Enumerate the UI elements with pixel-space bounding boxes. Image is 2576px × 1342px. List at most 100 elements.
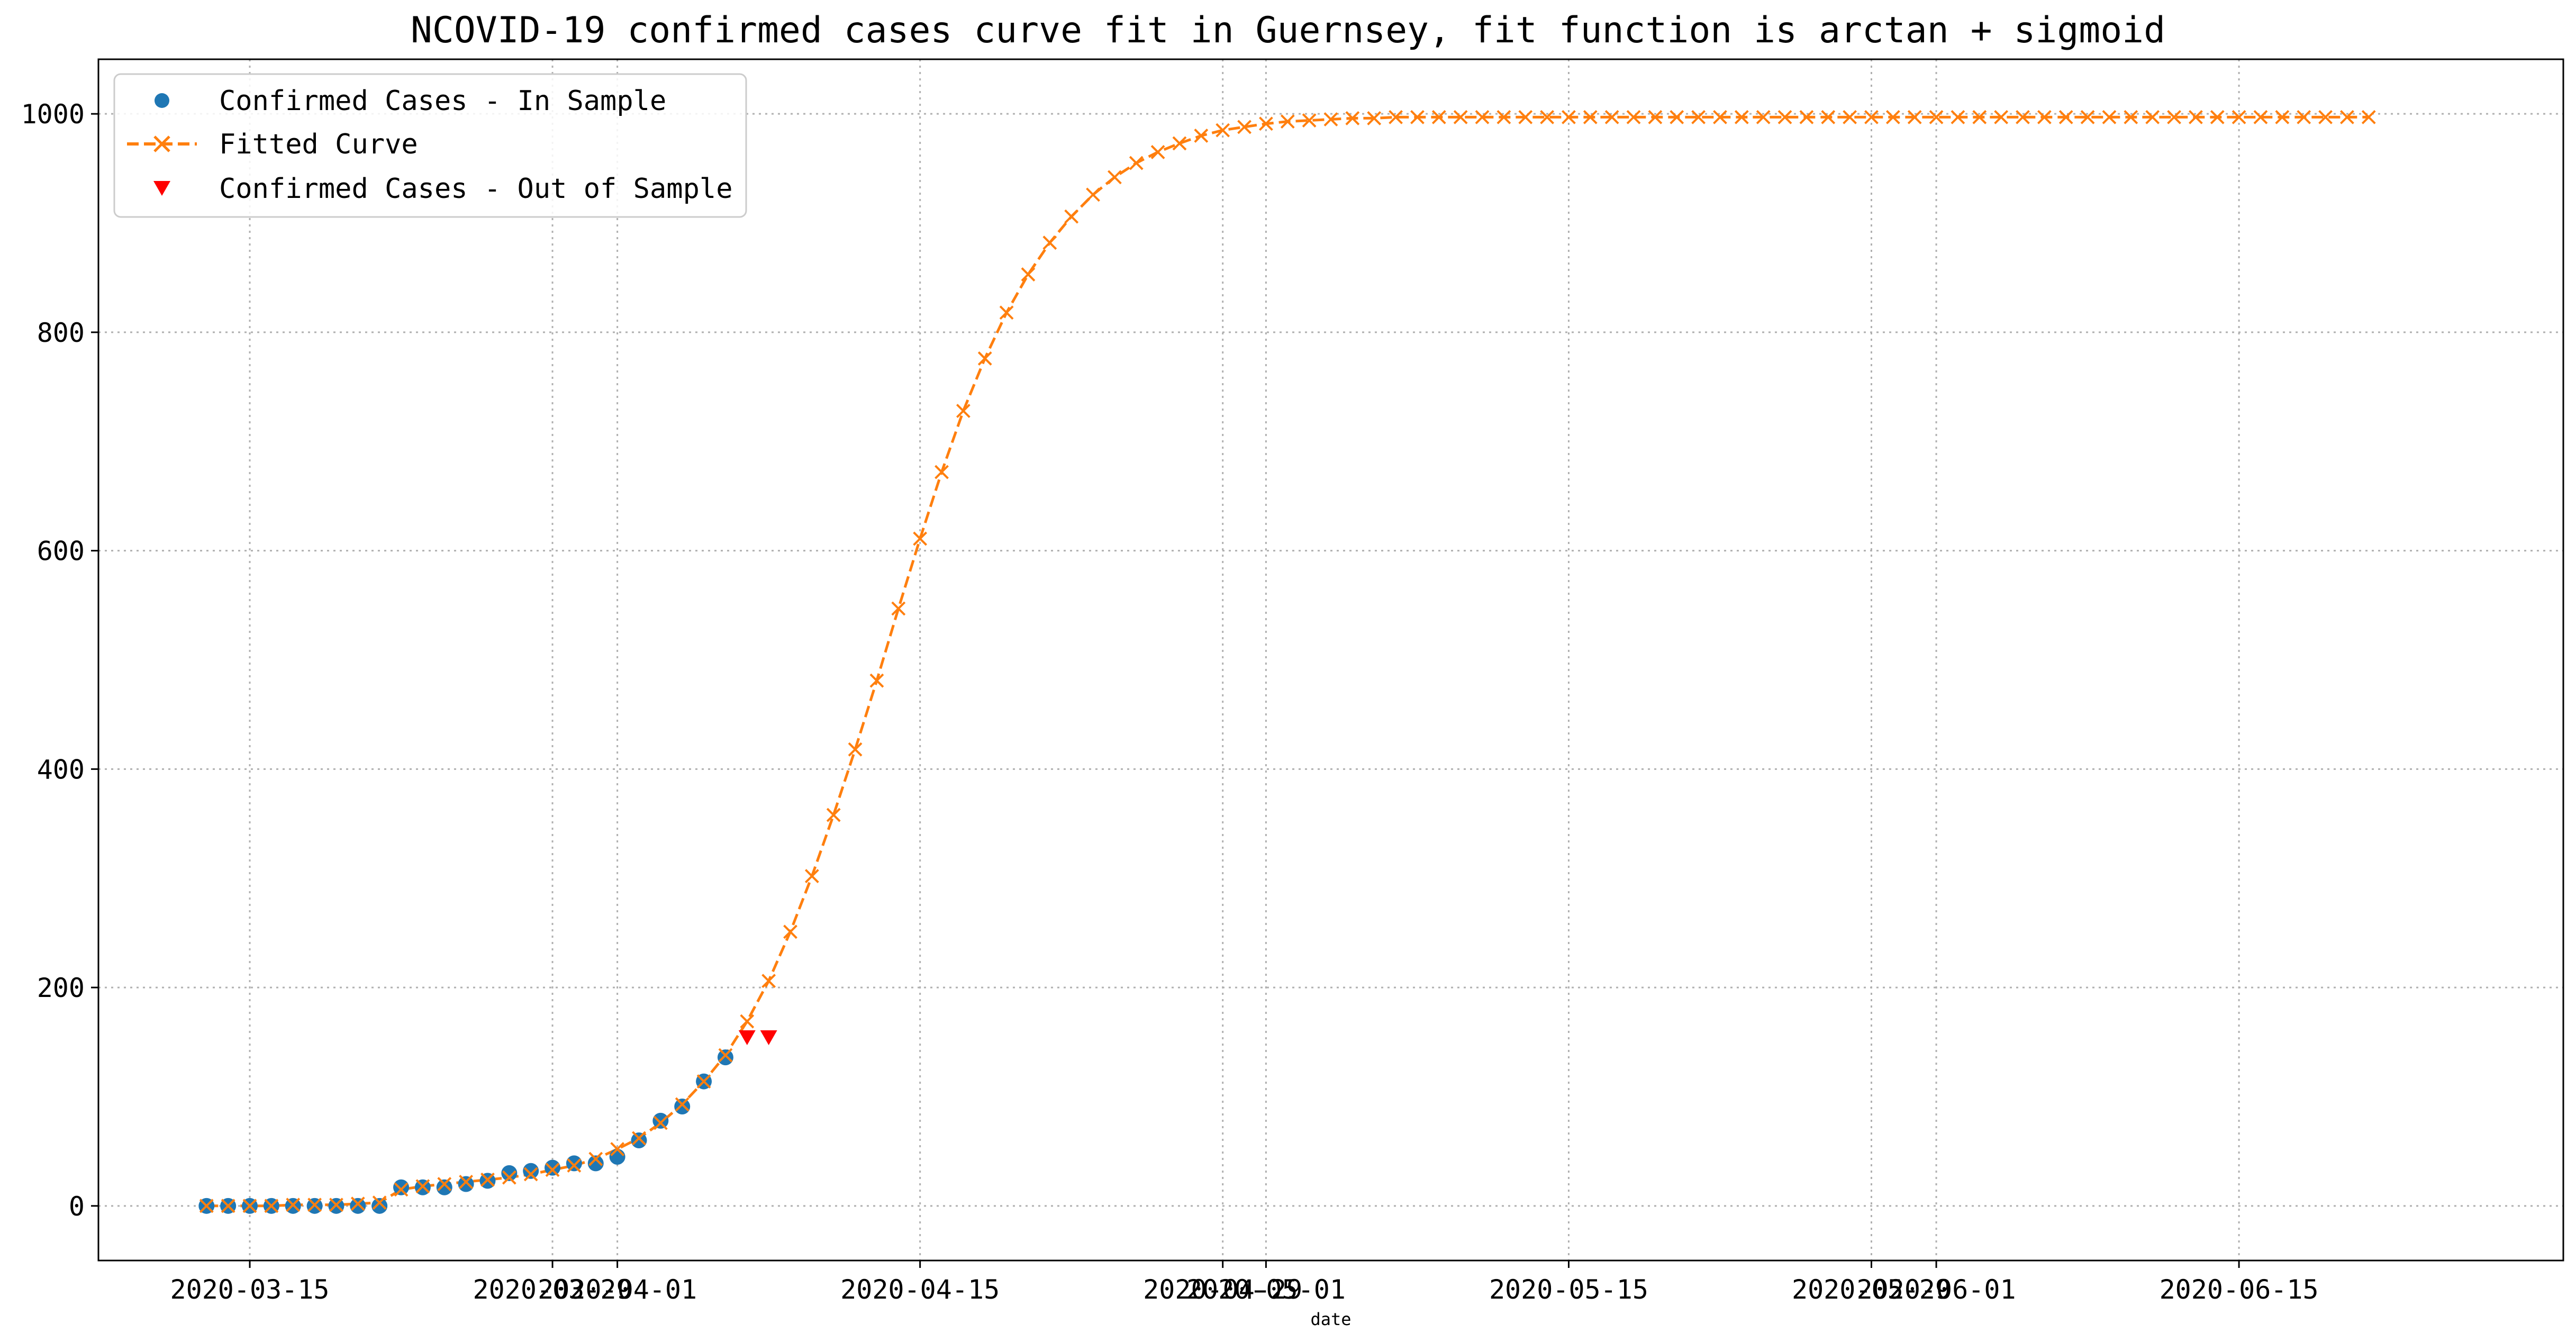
out-of-sample-point: [738, 1030, 756, 1046]
fitted-point: [696, 1074, 711, 1089]
x-tick-label: 2020-05-15: [1489, 1274, 1648, 1305]
fitted-point: [242, 1199, 257, 1213]
fitted-point: [1713, 110, 1727, 124]
fitted-point: [1843, 110, 1857, 124]
fitted-point: [761, 974, 776, 989]
fitted-point: [804, 869, 819, 884]
fitted-point: [221, 1199, 235, 1213]
y-tick-label: 800: [37, 318, 85, 348]
fitted-point: [1323, 112, 1338, 126]
fitted-point: [977, 351, 992, 366]
legend: Confirmed Cases - In Sample Fitted Curve…: [113, 73, 747, 218]
y-tick-label: 600: [37, 536, 85, 567]
fitted-point: [567, 1158, 582, 1173]
fitted-point: [1259, 116, 1273, 131]
fitted-point: [1194, 129, 1209, 143]
fitted-point: [264, 1199, 279, 1213]
y-tick-label: 0: [69, 1191, 85, 1222]
in-sample-point: [501, 1165, 518, 1181]
y-tick-label: 200: [37, 973, 85, 1003]
fitted-point: [1821, 110, 1836, 124]
fitted-point: [1302, 113, 1317, 128]
fitted-point: [1431, 110, 1446, 124]
x-tick-label: 2020-03-15: [170, 1274, 330, 1305]
fitted-point: [502, 1170, 516, 1185]
fitted-point: [1475, 110, 1490, 124]
fitted-point: [1410, 110, 1425, 124]
fitted-point: [2361, 110, 2376, 124]
in-sample-point: [458, 1176, 474, 1192]
legend-fitted-marker: [153, 135, 170, 152]
fitted-point: [1691, 110, 1706, 124]
fitted-point: [675, 1097, 690, 1112]
x-tick-label: 2020-05-01: [1186, 1274, 1346, 1305]
fitted-point: [2253, 110, 2268, 124]
fitted-point: [2080, 110, 2095, 124]
fitted-point: [415, 1179, 430, 1194]
fitted-point: [2016, 110, 2030, 124]
fitted-point: [1216, 123, 1230, 138]
fitted-point: [1972, 110, 1987, 124]
fitted-point: [1734, 110, 1749, 124]
in-sample-point: [350, 1198, 366, 1214]
fitted-point: [394, 1182, 409, 1197]
x-tick-label: 2020-04-15: [840, 1274, 1000, 1305]
fitted-point: [848, 742, 863, 757]
fitted-point: [999, 305, 1014, 320]
fitted-point: [913, 531, 928, 546]
plot-area-frame: [97, 58, 2564, 1262]
in-sample-point: [566, 1155, 582, 1172]
fitted-point: [2297, 110, 2311, 124]
fitted-point: [2210, 110, 2225, 124]
fitted-point: [437, 1177, 452, 1191]
fitted-point: [1562, 110, 1576, 124]
x-tick-label: 2020-06-15: [2160, 1274, 2319, 1305]
fitted-point: [2339, 110, 2354, 124]
in-sample-point: [587, 1155, 604, 1172]
fitted-point: [1951, 110, 1965, 124]
grid: [98, 59, 2563, 1261]
y-axis: 0 200 400 600 800 1000: [21, 99, 98, 1222]
fitted-point: [2318, 110, 2333, 124]
fitted-point: [1086, 187, 1100, 202]
fitted-point: [1367, 111, 1382, 125]
fitted-point: [199, 1199, 214, 1213]
fitted-point: [610, 1142, 625, 1156]
fitted-point: [783, 924, 797, 939]
fitted-point: [286, 1198, 301, 1212]
legend-fitted-label: Fitted Curve: [219, 129, 418, 160]
fitted-point: [935, 465, 949, 479]
y-tick-label: 400: [37, 754, 85, 785]
fitted-point: [2058, 110, 2073, 124]
fitted-point: [891, 601, 906, 616]
fitted-point: [1280, 114, 1295, 129]
in-sample-point: [523, 1163, 539, 1179]
fitted-point: [1777, 110, 1792, 124]
fitted-point: [2232, 110, 2246, 124]
fitted-point: [826, 808, 841, 822]
in-sample-point: [545, 1159, 561, 1176]
fitted-point: [588, 1151, 603, 1166]
fitted-point: [459, 1175, 474, 1189]
fitted-point: [372, 1195, 387, 1210]
fitted-point: [1929, 110, 1944, 124]
x-axis-label: date: [1310, 1309, 1351, 1329]
x-tick-label: 2020-05-29: [1792, 1274, 1951, 1305]
in-sample-point: [631, 1132, 647, 1148]
legend-in-sample-label: Confirmed Cases - In Sample: [219, 85, 666, 117]
x-tick-label: 2020-03-29: [473, 1274, 632, 1305]
fitted-point: [2167, 110, 2181, 124]
in-sample-point: [609, 1148, 625, 1165]
fitted-point: [1799, 110, 1814, 124]
fitted-point: [956, 404, 970, 418]
fitted-point: [1021, 267, 1036, 282]
fitted-point: [1237, 120, 1251, 134]
fitted-point: [1129, 156, 1144, 170]
fitted-point: [1907, 110, 1922, 124]
fitted-point: [2124, 110, 2138, 124]
legend-frame: [113, 73, 747, 218]
fitted-point: [1453, 110, 1468, 124]
fitted-point: [1496, 110, 1511, 124]
